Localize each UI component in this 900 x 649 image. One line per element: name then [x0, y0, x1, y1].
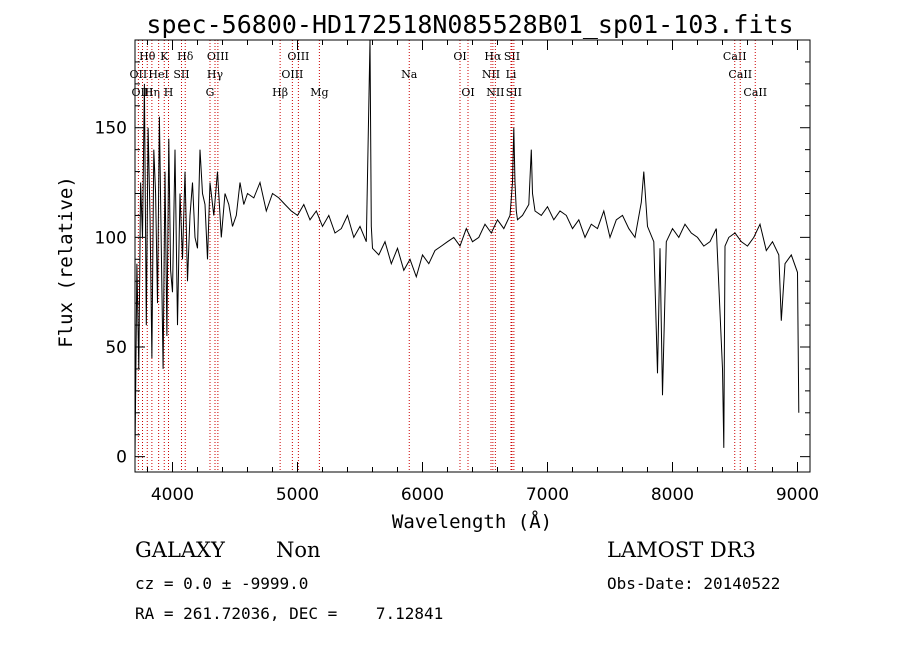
- x-tick-label: 5000: [276, 485, 319, 505]
- spectral-line-label: OIII: [131, 86, 153, 99]
- spectral-line-label: OI: [461, 86, 474, 99]
- spectrum-line: [134, 39, 800, 457]
- spectral-line-label: Hδ: [177, 50, 194, 63]
- plot-frame: [134, 39, 811, 473]
- spectral-line-label: Li: [506, 68, 517, 81]
- spectral-line-label: Hγ: [207, 68, 224, 81]
- x-tick-label: 4000: [151, 485, 194, 505]
- spectral-line-label: SII: [173, 68, 189, 81]
- coordinates: RA = 261.72036, DEC = 7.12841: [135, 604, 444, 623]
- spectral-line-label: K: [160, 50, 169, 63]
- x-tick-label: 7000: [526, 485, 569, 505]
- spectral-line-label: HeI: [148, 68, 168, 81]
- spectral-line-label: Hβ: [272, 86, 288, 99]
- y-axis-label: Flux (relative): [55, 176, 77, 348]
- obs-date: Obs-Date: 20140522: [607, 574, 781, 593]
- spectral-line-label: CaII: [723, 50, 747, 63]
- y-tick-label: 0: [116, 448, 127, 468]
- y-tick-label: 50: [105, 338, 127, 358]
- spectral-line-label: OI: [453, 50, 466, 63]
- spectral-line-label: H: [164, 86, 174, 99]
- spectral-line-label: Hα: [484, 50, 502, 63]
- spectral-line-label: Mg: [310, 86, 328, 99]
- x-axis-label: Wavelength (Å): [392, 510, 552, 533]
- object-class: GALAXY: [135, 538, 225, 562]
- spectral-line-label: SII: [506, 86, 522, 99]
- spectral-line-label: NII: [486, 86, 504, 99]
- object-subclass: Non: [276, 538, 321, 562]
- spectral-line-label: NII: [482, 68, 500, 81]
- spectral-line-label: G: [206, 86, 215, 99]
- spectral-line-label: CaII: [743, 86, 767, 99]
- spectral-line-label: Hη: [144, 86, 160, 99]
- spectral-line-label: OIII: [287, 50, 309, 63]
- x-tick-label: 9000: [776, 485, 819, 505]
- spectral-line-label: OII: [130, 68, 148, 81]
- spectral-line-label: CaII: [728, 68, 752, 81]
- survey-name: LAMOST DR3: [607, 538, 756, 562]
- redshift-info: cz = 0.0 ± -9999.0: [135, 574, 309, 593]
- x-tick-label: 6000: [401, 485, 444, 505]
- spectral-line-markers: OII OIII Hθ Hη HeI K H SII Hδ G Hγ OIII Hβ OIII OIII Mg…: [130, 40, 767, 472]
- spectral-line-label: OIII: [207, 50, 229, 63]
- spectral-line-label: Hθ: [139, 50, 156, 63]
- spectral-line-label: SII: [504, 50, 520, 63]
- x-tick-label: 8000: [651, 485, 694, 505]
- axis-ticks: 4000 5000 6000 7000 8000 9000 0 50 100 150: [95, 40, 819, 505]
- spectral-line-label: Na: [401, 68, 418, 81]
- spectral-line-label: OIII: [281, 68, 303, 81]
- y-tick-label: 150: [95, 119, 127, 139]
- y-tick-label: 100: [95, 228, 127, 248]
- chart-title: spec-56800-HD172518N085528B01_sp01-103.f…: [146, 10, 793, 39]
- spectrum-series: [134, 39, 800, 457]
